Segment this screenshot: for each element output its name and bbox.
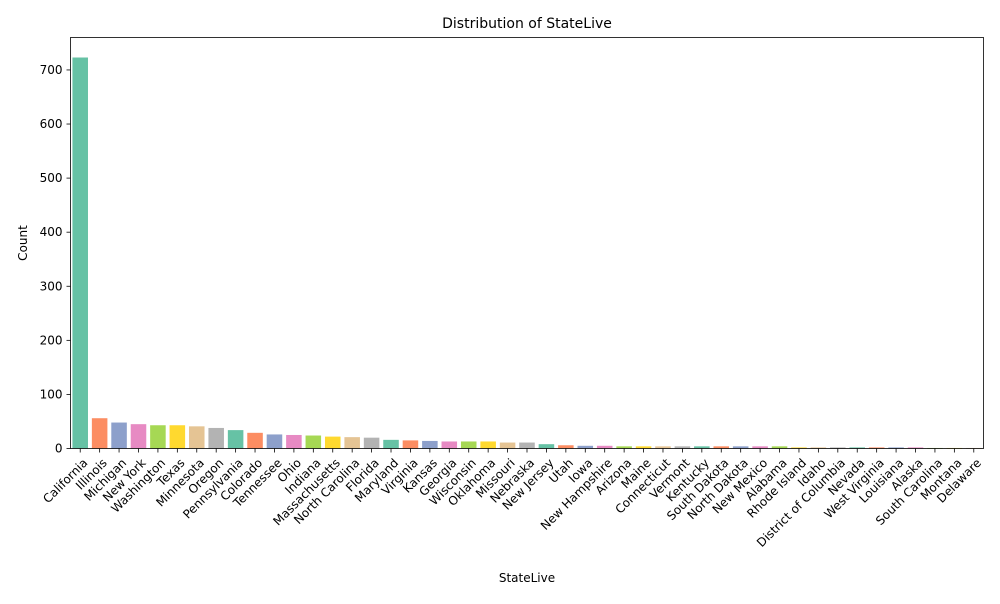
bar-north-carolina [344,437,360,449]
bar-oregon [208,427,224,449]
plot-frame [70,37,984,449]
bar-washington [150,425,166,449]
bar-wisconsin [460,441,477,449]
y-tick-label: 400 [40,225,63,239]
bar-pennsylvania [227,430,244,449]
bar-california [72,57,88,449]
bar-utah [558,445,574,449]
bar-kentucky [694,446,710,449]
bar-alaska [907,447,924,449]
bar-new-mexico [752,446,768,449]
bar-missouri [499,442,516,449]
bar-texas [169,425,186,449]
bar-ohio [286,434,302,449]
y-tick-label: 100 [40,387,63,401]
y-tick-label: 700 [40,63,63,77]
y-axis-title: Count [16,225,30,261]
bar-new-hampshire [596,445,613,449]
bar-michigan [111,422,127,449]
bar-virginia [402,440,419,449]
bar-minnesota [188,426,205,449]
bar-florida [363,437,380,449]
bar-tennessee [266,434,283,449]
bar-maine [635,446,652,449]
bar-district-of-columbia [830,447,846,449]
bar-louisiana [888,447,904,449]
bar-north-dakota [732,446,749,449]
bar-nevada [849,447,866,449]
bar-indiana [305,435,322,449]
bar-connecticut [655,446,671,449]
bar-vermont [674,446,691,449]
y-tick-label: 600 [40,117,63,131]
bar-alabama [771,446,788,449]
bar-new-jersey [538,444,555,449]
bar-maryland [383,439,399,449]
chart-title: Distribution of StateLive [442,16,612,32]
y-tick-label: 500 [40,171,63,185]
bar-kansas [422,440,438,449]
bar-rhode-island [791,447,807,449]
bar-colorado [247,432,263,449]
bar-illinois [91,418,108,449]
y-axis: 0 100 200 300 400 500 600 700 [40,63,71,456]
bar-west-virginia [868,447,885,449]
bars-group [72,57,982,449]
bar-iowa [577,445,594,449]
x-axis-title: StateLive [499,571,555,585]
bar-nebraska [519,442,535,449]
bar-georgia [441,441,458,449]
bar-massachusetts [324,436,341,449]
bar-oklahoma [480,441,496,449]
y-tick-label: 300 [40,279,63,293]
bar-south-dakota [713,446,730,449]
bar-new-york [130,424,147,449]
y-tick-label: 0 [55,442,63,456]
y-tick-label: 200 [40,333,63,347]
bar-arizona [616,446,632,449]
bar-idaho [810,447,827,449]
